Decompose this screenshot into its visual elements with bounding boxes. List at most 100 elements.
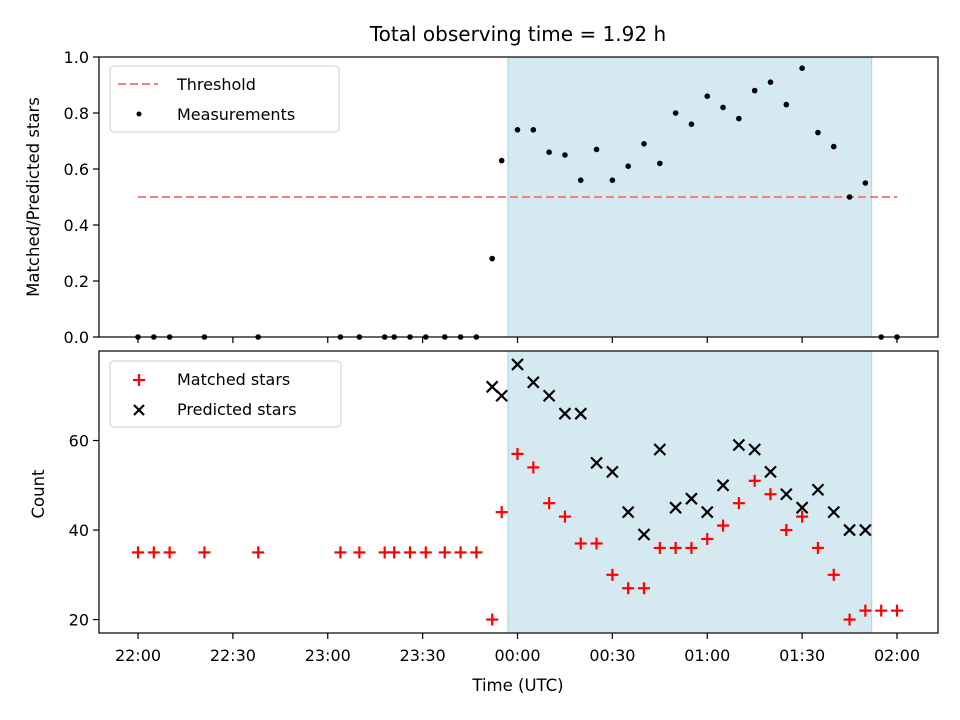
x-tick-label: 01:00 <box>684 646 730 665</box>
measurement-point <box>593 146 600 153</box>
bottom-y-axis-label: Count <box>29 469 48 519</box>
measurement-point <box>609 177 616 183</box>
matched-stars-points <box>132 447 903 626</box>
matched-star-point <box>334 546 347 559</box>
top-y-tick-label: 0.6 <box>64 160 89 179</box>
top-y-tick-label: 0.0 <box>64 328 89 347</box>
predicted-star-point <box>748 443 761 456</box>
top-x-ticks <box>137 337 898 343</box>
bottom-panel: 20 40 60 22:00 22:30 23:00 23:30 00:00 00:30 01:… <box>29 350 939 695</box>
predicted-star-point <box>495 389 508 403</box>
matched-star-point <box>403 546 416 559</box>
x-tick-label: 01:30 <box>779 646 825 665</box>
matched-star-point <box>891 604 903 617</box>
measurement-point <box>736 115 742 122</box>
matched-star-point <box>252 546 265 559</box>
measurement-point <box>862 180 869 186</box>
measurement-point <box>657 160 663 167</box>
predicted-star-point <box>811 483 825 497</box>
matched-star-point <box>574 537 587 550</box>
top-legend-box <box>109 65 340 133</box>
measurement-point <box>751 87 758 94</box>
matched-star-point <box>717 519 730 532</box>
matched-star-point <box>859 604 872 617</box>
top-y-tick-label: 0.4 <box>64 216 89 235</box>
predicted-star-point <box>780 487 793 501</box>
predicted-star-point <box>700 505 714 519</box>
legend-predicted-label: Predicted stars <box>177 400 297 419</box>
predicted-star-point <box>621 505 635 519</box>
matched-star-point <box>132 546 144 559</box>
measurement-point <box>530 127 537 133</box>
top-axes-frame <box>98 56 939 338</box>
legend-threshold-label: Threshold <box>176 75 256 94</box>
matched-star-point <box>198 546 211 559</box>
matched-star-point <box>732 497 745 510</box>
top-measurement-points <box>135 65 900 340</box>
matched-star-point <box>748 474 761 487</box>
predicted-star-point <box>558 407 572 420</box>
measurement-point <box>498 157 505 164</box>
legend-measurements-label: Measurements <box>177 105 295 124</box>
measurement-point <box>704 93 711 99</box>
bottom-y-tick-label: 20 <box>69 611 89 630</box>
matched-star-point <box>606 568 619 581</box>
bottom-x-ticks: 22:00 22:30 23:00 23:30 00:00 00:30 01:00 01:30… <box>115 633 920 665</box>
x-axis-label: Time (UTC) <box>471 676 563 695</box>
predicted-star-point <box>542 389 556 403</box>
matched-star-point <box>701 533 714 545</box>
measurement-point <box>830 143 837 150</box>
top-legend: Threshold Measurements <box>109 65 340 133</box>
measurement-point <box>514 127 521 133</box>
bottom-legend: Matched stars Predicted stars <box>109 360 342 428</box>
top-y-ticks: 0.0 0.2 0.4 0.6 0.8 1.0 <box>64 48 99 347</box>
matched-star-point <box>811 541 824 554</box>
measurement-point <box>815 129 821 136</box>
matched-star-point <box>486 613 499 626</box>
matched-star-point <box>669 541 682 554</box>
predicted-star-point <box>732 438 746 452</box>
top-panel: 0.0 0.2 0.4 0.6 0.8 1.0 Total observing time … <box>24 22 939 347</box>
matched-star-point <box>796 510 809 523</box>
matched-star-point <box>527 461 540 474</box>
predicted-star-point <box>859 523 872 537</box>
measurement-point <box>846 194 853 200</box>
measurement-point <box>799 65 805 71</box>
predicted-star-point <box>764 465 777 479</box>
bottom-observing-window-span <box>507 350 873 634</box>
matched-star-point <box>353 546 366 559</box>
x-tick-label: 23:00 <box>305 646 351 665</box>
bottom-y-tick-label: 40 <box>69 521 89 540</box>
predicted-star-point <box>653 443 667 456</box>
bottom-y-ticks: 20 40 60 <box>69 432 99 630</box>
measurement-point <box>489 255 496 262</box>
matched-star-point <box>388 546 401 559</box>
matched-star-point <box>511 447 524 460</box>
measurement-point <box>688 121 695 127</box>
matched-star-point <box>543 497 556 510</box>
predicted-star-point <box>511 358 524 371</box>
measurement-point <box>672 110 679 116</box>
measurement-point <box>720 104 726 111</box>
predicted-star-point <box>669 501 682 514</box>
matched-star-point <box>470 546 483 559</box>
legend-measurements-swatch <box>136 111 142 117</box>
measurement-point <box>783 101 790 108</box>
top-y-axis-label: Matched/Predicted stars <box>24 97 43 297</box>
x-tick-label: 22:30 <box>210 646 256 665</box>
matched-star-point <box>764 488 777 501</box>
x-tick-label: 23:30 <box>400 646 446 665</box>
matched-star-point <box>653 541 666 554</box>
matched-star-point <box>827 568 840 581</box>
matched-star-point <box>622 582 635 595</box>
x-tick-label: 00:30 <box>589 646 635 665</box>
predicted-star-point <box>485 380 499 394</box>
top-y-tick-label: 1.0 <box>64 48 89 67</box>
matched-star-point <box>558 510 571 523</box>
matched-star-point <box>875 604 888 617</box>
bottom-axes-frame <box>98 350 939 634</box>
matched-star-point <box>685 541 698 554</box>
predicted-star-point <box>590 456 603 470</box>
measurement-point <box>562 152 568 158</box>
